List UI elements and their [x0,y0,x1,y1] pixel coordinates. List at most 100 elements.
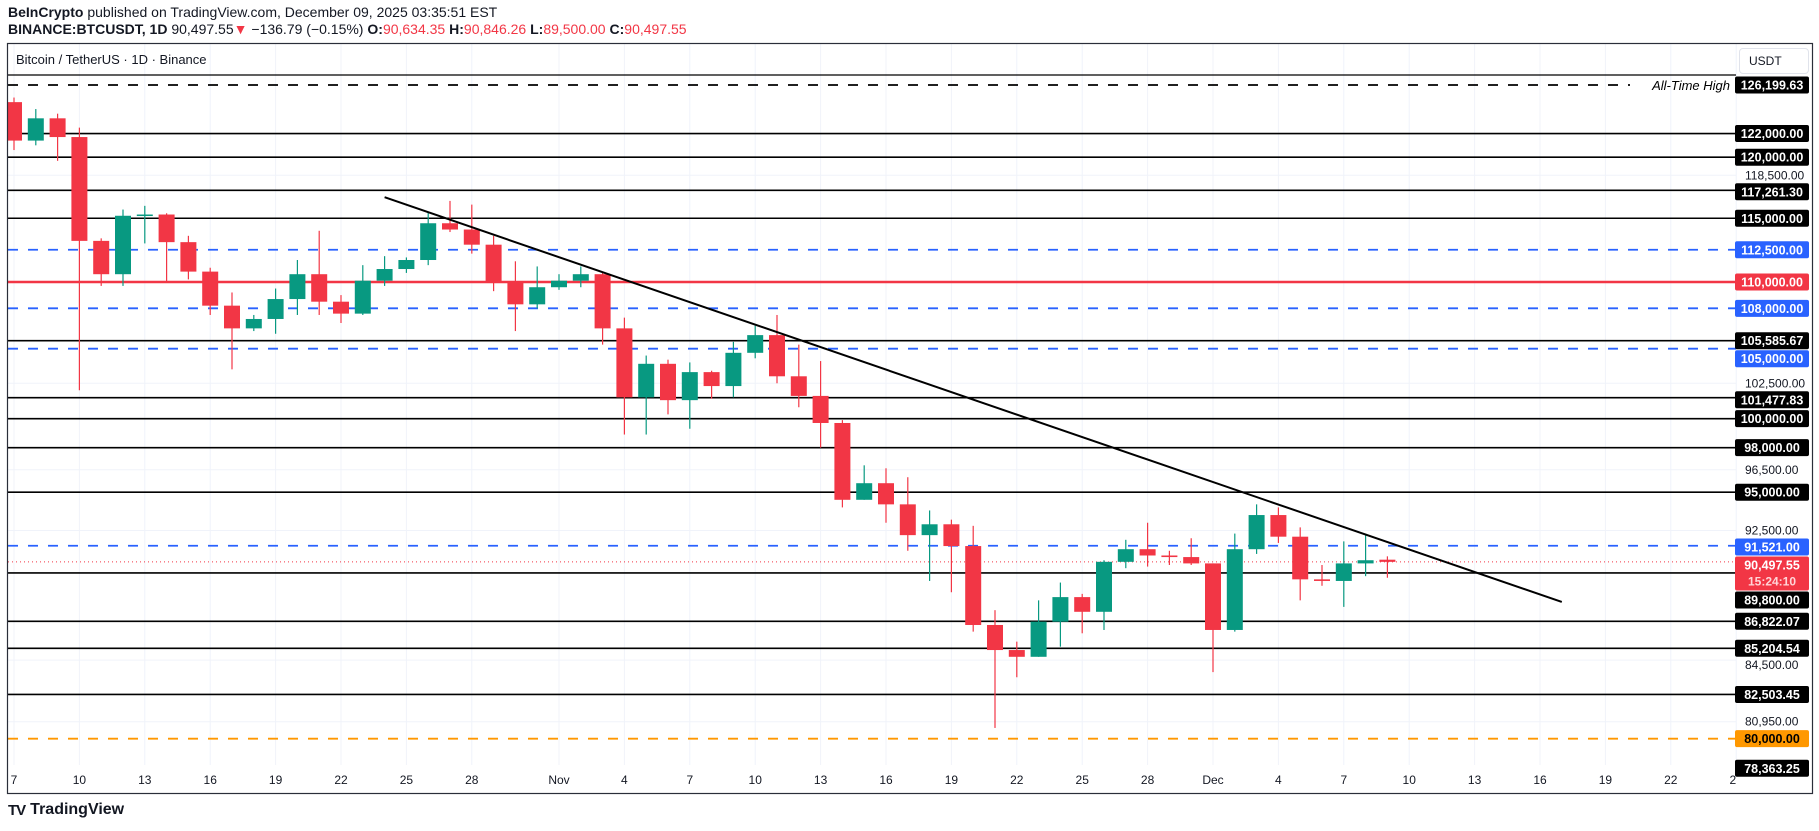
candle[interactable] [376,256,393,286]
x-tick-label: 22 [1664,773,1678,787]
candle[interactable] [1052,582,1069,647]
candle[interactable] [289,260,306,315]
candle[interactable] [442,200,458,233]
x-tick-label: 25 [400,773,414,787]
price-label-box [1735,299,1809,317]
candle[interactable] [529,266,546,309]
candle[interactable] [1357,533,1374,577]
currency-button[interactable]: USDT [1739,48,1809,74]
candle-body [616,328,633,398]
candle-body [71,137,88,241]
price-label: 126,199.63 [1741,78,1804,92]
candle[interactable] [769,314,785,384]
candle[interactable] [572,266,589,288]
candle-body [638,363,655,398]
candle[interactable] [224,292,240,370]
candle[interactable] [965,525,982,632]
price-label-box [1735,483,1809,501]
candle[interactable] [725,341,742,398]
candle[interactable] [1292,527,1309,601]
candle[interactable] [1226,533,1243,632]
candle[interactable] [987,610,1003,728]
candle[interactable] [507,261,524,332]
candle-body [1096,561,1112,612]
candle[interactable] [49,113,66,161]
candle[interactable] [463,204,480,254]
candle[interactable] [638,355,655,435]
price-label: 122,000.00 [1741,127,1804,141]
candle[interactable] [1117,539,1134,569]
candle[interactable] [180,235,197,280]
candle[interactable] [267,288,284,334]
candle[interactable] [943,519,960,593]
price-label-box [1735,759,1809,777]
candle[interactable] [1096,560,1112,630]
candle[interactable] [1183,538,1200,565]
candle[interactable] [333,295,349,323]
candle[interactable] [1074,593,1091,634]
candle[interactable] [681,362,698,429]
candle[interactable] [485,235,502,292]
candle[interactable] [551,274,567,290]
candle[interactable] [1139,522,1156,567]
candle-body [769,335,785,377]
candle[interactable] [812,361,829,448]
candle[interactable] [660,359,676,415]
candle[interactable] [921,510,938,581]
candle-body [965,546,982,625]
candle[interactable] [311,230,328,315]
candle[interactable] [245,314,262,332]
tradingview-logo[interactable]: TV TradingView [8,801,124,819]
x-tick-label: Nov [548,773,569,787]
price-label: 115,000.00 [1741,212,1803,226]
candle-body [463,229,480,245]
candle[interactable] [1161,550,1178,565]
price-label-box [1735,350,1809,368]
candle[interactable] [71,127,88,391]
candle[interactable] [27,109,44,146]
candle[interactable] [1270,507,1287,543]
candle[interactable] [1335,541,1352,607]
y-axis[interactable]: All-Time High 126,199.63 122,000.00 120,000… [1651,76,1809,777]
low-value: 89,500.00 [543,21,606,37]
candle[interactable] [1008,641,1025,678]
candle[interactable] [398,257,415,273]
candle[interactable] [115,209,131,286]
candle[interactable] [1030,600,1047,657]
price-label-box [1735,241,1809,259]
price-label: 105,000.00 [1741,352,1804,366]
candle[interactable] [420,212,437,266]
x-tick-label: 10 [1403,773,1417,787]
price-label-box [1735,148,1809,166]
candle[interactable] [158,213,175,282]
trendline[interactable] [384,196,1563,603]
x-axis[interactable]: 7 10 13 16 19 22 25 28 Nov 4 7 10 13 16 19 22 25 28 Dec 4 7 1… [11,773,1744,787]
publish-info: BeInCrypto published on TradingView.com,… [8,4,497,20]
price-label: 89,800.00 [1744,593,1800,607]
candle[interactable] [899,477,916,551]
candle[interactable] [856,465,873,500]
candle[interactable] [1379,556,1396,578]
candle[interactable] [136,205,153,244]
candle[interactable] [616,317,633,435]
candle-body [1074,597,1091,612]
candle[interactable] [1248,504,1265,554]
candle-body [681,372,698,401]
candle[interactable] [202,267,219,315]
candle[interactable] [93,238,110,286]
candle[interactable] [6,97,22,151]
candle[interactable] [747,325,764,359]
candle-body [1205,563,1221,630]
candle[interactable] [703,370,720,399]
level-note: All-Time High [1651,78,1730,93]
price-label: 100,000.00 [1741,412,1804,426]
candle[interactable] [594,271,611,345]
candle[interactable] [1314,564,1330,586]
candle[interactable] [878,468,894,523]
candle[interactable] [354,265,371,315]
candle-body [485,244,502,282]
candle[interactable] [790,344,807,408]
candle[interactable] [834,420,851,508]
candle[interactable] [1205,563,1221,673]
